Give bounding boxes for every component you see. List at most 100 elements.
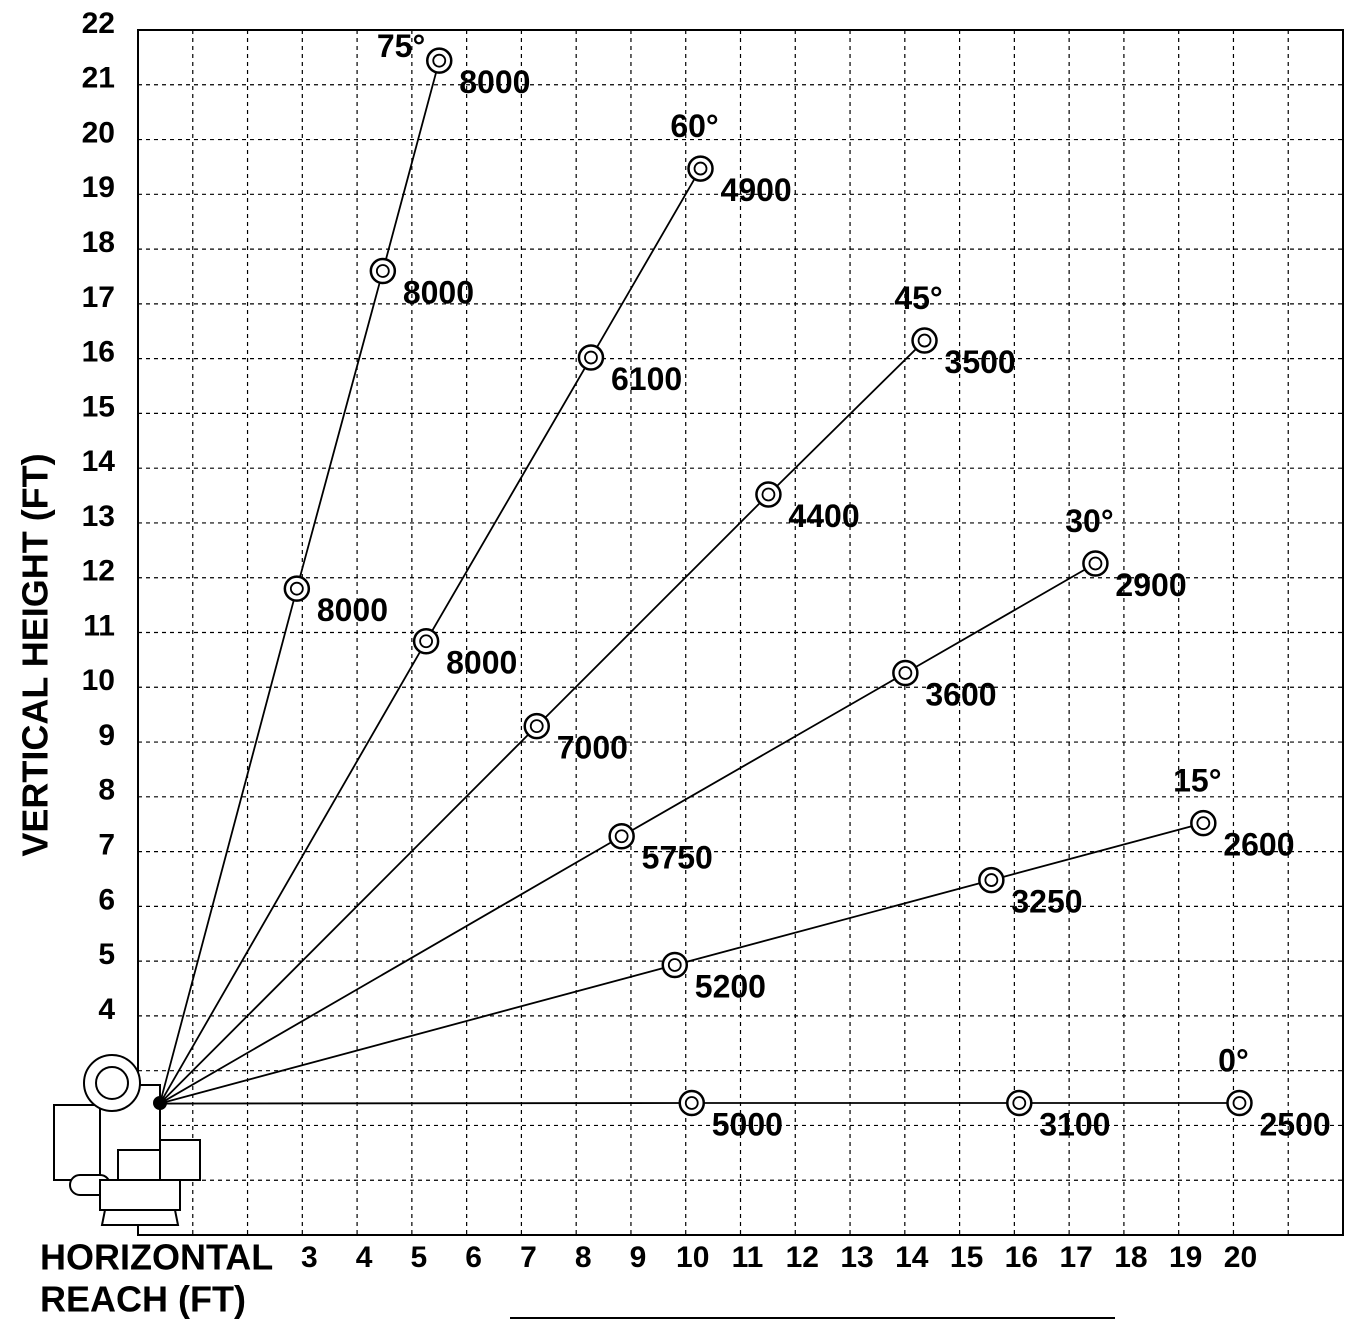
y-tick-label: 4 [98,993,115,1026]
x-tick-label: 5 [411,1241,428,1274]
load-point-inner [761,487,776,502]
y-tick-label: 19 [82,171,115,204]
load-label: 5750 [642,840,713,876]
y-tick-label: 13 [82,500,115,533]
load-point-inner [289,581,304,596]
load-point-inner [667,958,682,972]
x-tick-label: 4 [356,1241,373,1274]
x-tick-label: 16 [1005,1241,1038,1274]
y-tick-label: 10 [82,664,115,697]
x-tick-label: 10 [676,1241,709,1274]
load-label: 7000 [557,730,628,766]
x-tick-label: 19 [1169,1241,1202,1274]
load-point-inner [1232,1096,1247,1110]
load-label: 5000 [712,1106,783,1142]
load-label: 5200 [695,968,766,1004]
load-point [577,344,605,371]
x-axis-title: REACH (FT) [40,1279,246,1320]
x-tick-label: 7 [520,1241,537,1274]
load-point [892,659,919,687]
plot-frame [137,29,1344,1236]
angle-label: 60° [670,108,718,144]
load-label: 2600 [1223,827,1294,863]
load-label: 8000 [459,64,530,100]
load-label: 3500 [945,344,1016,380]
load-point-inner [419,634,434,649]
load-point [1006,1089,1033,1117]
x-tick-label: 6 [465,1241,482,1274]
angle-label: 0° [1218,1042,1249,1078]
load-point-inner [529,719,544,734]
load-point-inner [432,53,447,68]
load-point-inner [984,873,999,887]
load-point-inner [614,829,629,844]
load-point-inner [584,350,598,365]
load-point [1082,550,1109,577]
y-tick-label: 14 [82,445,116,478]
load-point [523,712,550,740]
y-tick-label: 8 [98,774,115,807]
boom-base-line [159,640,427,1104]
load-point [911,327,938,354]
y-tick-label: 17 [82,281,115,314]
load-point [1226,1089,1253,1117]
y-tick-label: 6 [98,883,115,916]
load-point [412,628,440,655]
y-tick-label: 5 [98,938,115,971]
load-point [755,481,782,508]
pivot [154,1098,165,1109]
load-label: 6100 [611,361,682,397]
y-tick-label: 16 [82,336,115,369]
x-tick-label: 18 [1114,1241,1147,1274]
y-axis-title: VERTICAL HEIGHT (FT) [15,453,56,856]
load-point-inner [917,333,932,348]
boom-base-line [159,964,676,1105]
x-axis-title: HORIZONTAL [40,1237,273,1278]
load-point [426,47,453,74]
load-point-inner [1088,556,1103,571]
x-tick-label: 20 [1224,1241,1257,1274]
boom-base-line [159,835,623,1105]
y-tick-label: 11 [83,609,115,642]
load-label: 2500 [1259,1106,1330,1142]
angle-label: 15° [1173,763,1221,799]
boom-base-line [159,1102,692,1105]
y-tick-label: 18 [82,226,115,259]
x-tick-label: 9 [630,1241,647,1274]
load-label: 8000 [403,274,474,310]
load-point [369,257,397,285]
angle-label: 45° [894,280,942,316]
x-tick-label: 8 [575,1241,592,1274]
load-point-inner [375,264,390,278]
load-label: 4400 [788,498,859,534]
x-tick-label: 11 [732,1241,764,1274]
y-tick-label: 22 [82,7,115,40]
y-tick-label: 12 [82,555,115,588]
load-point [1190,809,1217,837]
y-tick-label: 20 [82,116,115,149]
y-tick-label: 21 [82,62,115,95]
angle-label: 30° [1065,503,1113,539]
load-label: 2900 [1115,567,1186,603]
load-label: 4900 [721,172,792,208]
crane-illustration [53,1054,201,1226]
x-tick-label: 12 [786,1241,819,1274]
load-label: 8000 [317,592,388,628]
load-point-inner [693,161,708,176]
load-point [678,1089,706,1117]
load-point [687,155,714,182]
x-tick-label: 13 [840,1241,873,1274]
load-point [608,823,635,850]
x-tick-label: 14 [895,1241,929,1274]
load-point [661,951,689,979]
angle-label: 75° [377,28,425,64]
x-tick-label: 3 [301,1241,318,1274]
load-label: 3100 [1039,1106,1110,1142]
load-point-inner [684,1096,699,1110]
y-tick-label: 7 [98,829,115,862]
y-tick-label: 15 [82,390,115,423]
x-tick-label: 15 [950,1241,983,1274]
